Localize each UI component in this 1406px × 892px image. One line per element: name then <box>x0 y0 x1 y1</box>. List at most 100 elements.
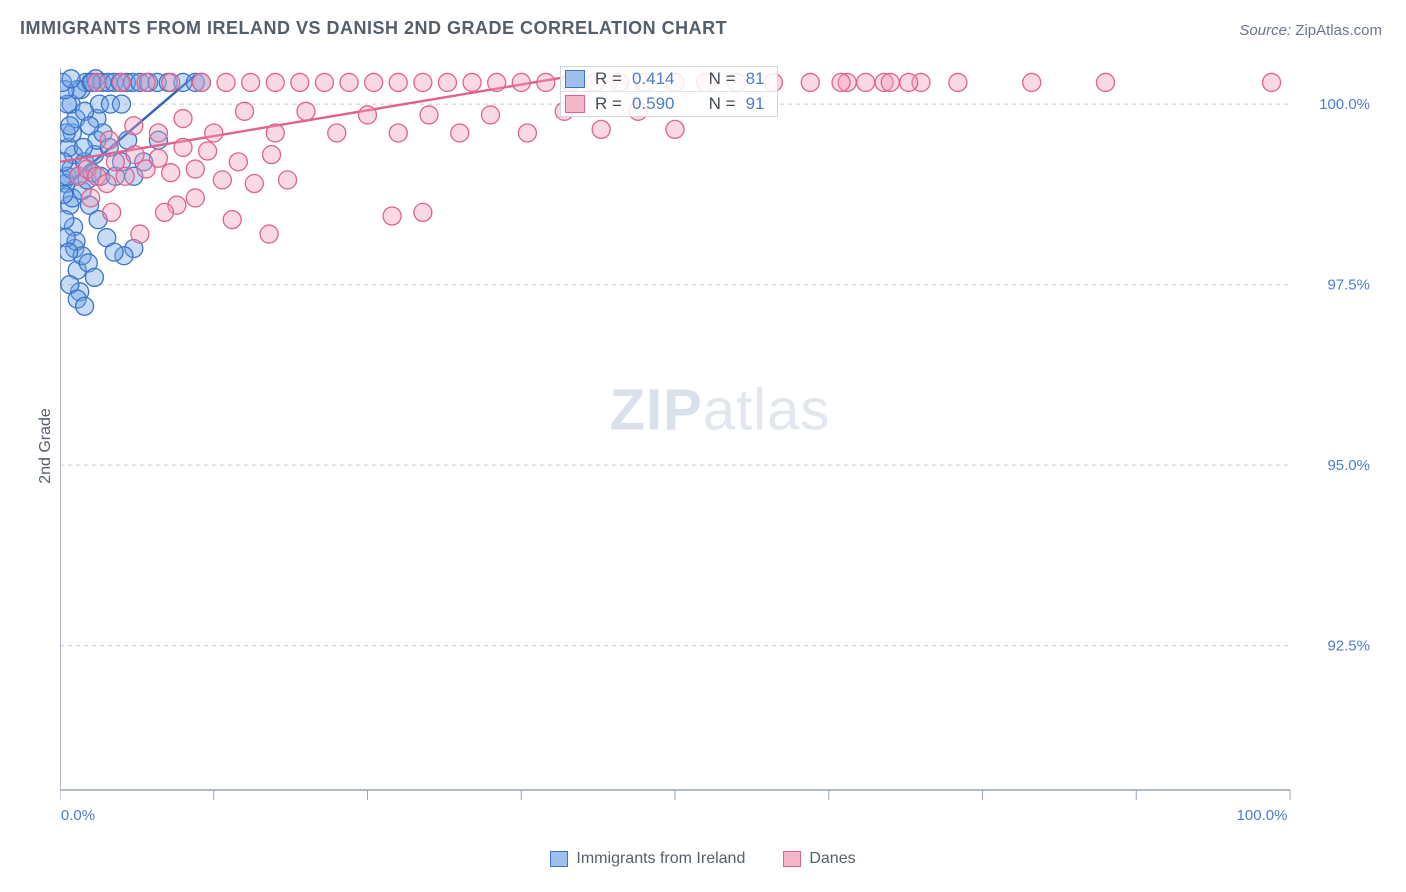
scatter-point-danes <box>389 124 407 142</box>
plot-area: ZIPatlas 92.5%95.0%97.5%100.0%0.0%100.0% <box>60 60 1380 820</box>
y-tick-label: 95.0% <box>1327 457 1370 474</box>
scatter-point-ireland <box>74 138 92 156</box>
scatter-point-danes <box>340 73 358 91</box>
series-legend-label: Danes <box>809 850 855 868</box>
scatter-point-danes <box>1263 73 1281 91</box>
scatter-point-danes <box>125 117 143 135</box>
scatter-point-danes <box>116 167 134 185</box>
scatter-point-danes <box>229 153 247 171</box>
scatter-point-danes <box>186 189 204 207</box>
scatter-point-danes <box>414 203 432 221</box>
scatter-point-danes <box>389 73 407 91</box>
legend-row: R = 0.590 N = 91 <box>561 92 777 116</box>
scatter-point-danes <box>592 120 610 138</box>
scatter-point-danes <box>949 73 967 91</box>
scatter-point-danes <box>297 102 315 120</box>
scatter-point-danes <box>438 73 456 91</box>
legend-swatch <box>565 70 585 88</box>
scatter-point-danes <box>801 73 819 91</box>
x-tick-label: 0.0% <box>61 807 95 820</box>
y-tick-label: 97.5% <box>1327 277 1370 294</box>
y-axis-label: 2nd Grade <box>37 408 55 484</box>
y-tick-label: 92.5% <box>1327 638 1370 655</box>
scatter-point-danes <box>291 73 309 91</box>
scatter-point-danes <box>315 73 333 91</box>
legend-r-prefix: R = <box>595 94 622 114</box>
scatter-point-danes <box>88 73 106 91</box>
series-legend-swatch <box>783 851 801 867</box>
legend-n-value: 81 <box>746 69 765 89</box>
scatter-point-danes <box>100 131 118 149</box>
scatter-point-ireland <box>61 117 79 135</box>
scatter-point-danes <box>213 171 231 189</box>
scatter-point-danes <box>359 106 377 124</box>
scatter-point-danes <box>383 207 401 225</box>
scatter-point-danes <box>857 73 875 91</box>
scatter-point-danes <box>512 73 530 91</box>
legend-n-prefix: N = <box>709 94 736 114</box>
chart-title: IMMIGRANTS FROM IRELAND VS DANISH 2ND GR… <box>20 18 727 39</box>
scatter-point-ireland <box>60 211 74 229</box>
scatter-point-danes <box>103 203 121 221</box>
scatter-point-ireland <box>62 70 80 88</box>
scatter-point-danes <box>1097 73 1115 91</box>
scatter-point-danes <box>98 175 116 193</box>
legend-r-prefix: R = <box>595 69 622 89</box>
scatter-point-danes <box>162 164 180 182</box>
scatter-point-danes <box>205 124 223 142</box>
scatter-point-danes <box>131 225 149 243</box>
legend-row: R = 0.414 N = 81 <box>561 67 777 92</box>
scatter-point-danes <box>149 124 167 142</box>
scatter-point-danes <box>199 142 217 160</box>
scatter-point-danes <box>279 171 297 189</box>
scatter-point-danes <box>900 73 918 91</box>
scatter-point-danes <box>137 73 155 91</box>
scatter-point-danes <box>266 124 284 142</box>
series-legend-label: Immigrants from Ireland <box>576 850 745 868</box>
correlation-legend: R = 0.414 N = 81R = 0.590 N = 91 <box>560 66 778 117</box>
series-legend-item: Danes <box>783 850 855 868</box>
series-legend: Immigrants from Ireland Danes <box>0 850 1406 868</box>
legend-n-prefix: N = <box>709 69 736 89</box>
x-tick-label: 100.0% <box>1237 807 1288 820</box>
scatter-point-danes <box>414 73 432 91</box>
scatter-point-danes <box>328 124 346 142</box>
scatter-point-danes <box>174 138 192 156</box>
scatter-point-danes <box>365 73 383 91</box>
scatter-point-danes <box>482 106 500 124</box>
scatter-point-danes <box>537 73 555 91</box>
scatter-point-danes <box>420 106 438 124</box>
scatter-point-danes <box>186 160 204 178</box>
scatter-plot-svg: 92.5% 95.0% 97.5% 100.0% 0.0% 100.0% <box>60 60 1380 820</box>
scatter-point-danes <box>236 102 254 120</box>
scatter-point-danes <box>666 120 684 138</box>
scatter-point-ireland <box>81 117 99 135</box>
scatter-point-danes <box>192 73 210 91</box>
source-attribution: Source: ZipAtlas.com <box>1239 22 1382 39</box>
scatter-point-danes <box>1023 73 1041 91</box>
scatter-point-danes <box>488 73 506 91</box>
series-legend-swatch <box>550 851 568 867</box>
scatter-point-danes <box>113 73 131 91</box>
scatter-point-ireland <box>105 243 123 261</box>
scatter-point-danes <box>223 211 241 229</box>
scatter-point-ireland <box>113 95 131 113</box>
scatter-point-ireland <box>85 268 103 286</box>
scatter-point-danes <box>260 225 278 243</box>
source-value: ZipAtlas.com <box>1295 22 1382 39</box>
scatter-point-danes <box>174 110 192 128</box>
scatter-point-danes <box>156 203 174 221</box>
source-label: Source: <box>1239 22 1291 39</box>
scatter-point-danes <box>881 73 899 91</box>
scatter-point-danes <box>162 73 180 91</box>
scatter-point-ireland <box>60 243 78 261</box>
chart-container: IMMIGRANTS FROM IRELAND VS DANISH 2ND GR… <box>0 0 1406 892</box>
scatter-point-danes <box>217 73 235 91</box>
legend-swatch <box>565 95 585 113</box>
y-tick-label: 100.0% <box>1319 96 1370 113</box>
scatter-point-danes <box>518 124 536 142</box>
legend-n-value: 91 <box>746 94 765 114</box>
series-legend-item: Immigrants from Ireland <box>550 850 745 868</box>
scatter-point-danes <box>266 73 284 91</box>
scatter-point-danes <box>263 146 281 164</box>
